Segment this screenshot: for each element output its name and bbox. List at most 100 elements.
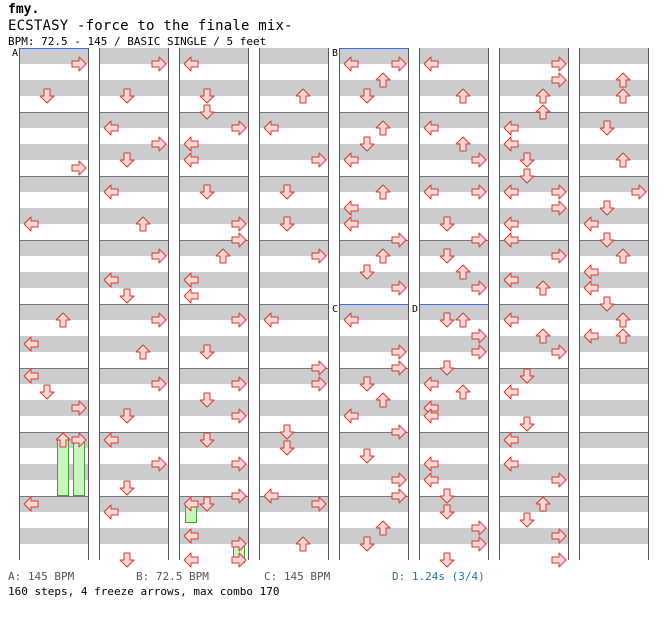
- left-arrow-icon: [503, 120, 519, 136]
- beat-band: [340, 48, 408, 64]
- beat-band: [260, 432, 328, 448]
- beat-band: [340, 400, 408, 416]
- bpm-legend: A: 145 BPM B: 72.5 BPM C: 145 BPM D: 1.2…: [8, 570, 668, 584]
- left-arrow-icon: [183, 136, 199, 152]
- beat-band: [20, 80, 88, 96]
- beat-band: [260, 208, 328, 224]
- right-arrow-icon: [551, 56, 567, 72]
- chart-column: [500, 48, 569, 560]
- down-arrow-icon: [519, 168, 535, 184]
- chart-column: [180, 48, 249, 560]
- measure-line: [100, 112, 168, 113]
- left-arrow-icon: [423, 120, 439, 136]
- song-meta: BPM: 72.5 - 145 / BASIC SINGLE / 5 feet: [8, 35, 267, 48]
- measure-line: [20, 176, 88, 177]
- right-arrow-icon: [311, 248, 327, 264]
- right-arrow-icon: [151, 56, 167, 72]
- measure-line: [180, 240, 248, 241]
- left-arrow-icon: [343, 56, 359, 72]
- beat-band: [100, 336, 168, 352]
- up-arrow-icon: [215, 248, 231, 264]
- left-arrow-icon: [503, 136, 519, 152]
- right-arrow-icon: [71, 400, 87, 416]
- down-arrow-icon: [439, 312, 455, 328]
- left-arrow-icon: [423, 472, 439, 488]
- measure-line: [500, 240, 568, 241]
- measure-line: [500, 112, 568, 113]
- measure-line: [260, 496, 328, 497]
- measure-line: [580, 112, 648, 113]
- right-arrow-icon: [151, 136, 167, 152]
- up-arrow-icon: [295, 536, 311, 552]
- left-arrow-icon: [583, 328, 599, 344]
- up-arrow-icon: [375, 392, 391, 408]
- beat-band: [340, 80, 408, 96]
- beat-band: [580, 368, 648, 384]
- left-arrow-icon: [103, 432, 119, 448]
- beat-band: [100, 208, 168, 224]
- down-arrow-icon: [199, 104, 215, 120]
- measure-line: [340, 112, 408, 113]
- column-border: [19, 48, 20, 560]
- column-border: [259, 48, 260, 560]
- up-arrow-icon: [135, 344, 151, 360]
- measure-line: [260, 240, 328, 241]
- down-arrow-icon: [199, 344, 215, 360]
- column-border: [499, 48, 500, 560]
- down-arrow-icon: [439, 216, 455, 232]
- beat-band: [420, 112, 488, 128]
- down-arrow-icon: [119, 408, 135, 424]
- down-arrow-icon: [359, 136, 375, 152]
- section-line-b: [340, 48, 408, 49]
- beat-band: [260, 144, 328, 160]
- up-arrow-icon: [615, 248, 631, 264]
- right-arrow-icon: [71, 160, 87, 176]
- down-arrow-icon: [359, 536, 375, 552]
- down-arrow-icon: [279, 424, 295, 440]
- beat-band: [20, 144, 88, 160]
- beat-band: [180, 528, 248, 544]
- left-arrow-icon: [23, 368, 39, 384]
- down-arrow-icon: [279, 184, 295, 200]
- beat-band: [20, 464, 88, 480]
- section-label-d: D: [411, 304, 420, 315]
- section-line-d: [420, 304, 488, 305]
- measure-line: [260, 368, 328, 369]
- right-arrow-icon: [231, 552, 247, 568]
- measure-line: [580, 432, 648, 433]
- right-arrow-icon: [71, 432, 87, 448]
- up-arrow-icon: [535, 104, 551, 120]
- beat-band: [260, 240, 328, 256]
- left-arrow-icon: [343, 200, 359, 216]
- bpm-section-c: C: 145 BPM: [264, 570, 331, 583]
- right-arrow-icon: [551, 248, 567, 264]
- down-arrow-icon: [519, 152, 535, 168]
- right-arrow-icon: [391, 232, 407, 248]
- left-arrow-icon: [183, 56, 199, 72]
- site-logo: fmy.: [8, 2, 40, 17]
- left-arrow-icon: [23, 496, 39, 512]
- beat-band: [340, 304, 408, 320]
- measure-line: [580, 496, 648, 497]
- down-arrow-icon: [439, 552, 455, 568]
- beat-band: [580, 208, 648, 224]
- up-arrow-icon: [455, 88, 471, 104]
- beat-band: [260, 112, 328, 128]
- beat-band: [340, 368, 408, 384]
- left-arrow-icon: [263, 312, 279, 328]
- column-border: [99, 48, 100, 560]
- beat-band: [500, 208, 568, 224]
- left-arrow-icon: [343, 312, 359, 328]
- beat-band: [500, 496, 568, 512]
- left-arrow-icon: [503, 312, 519, 328]
- right-arrow-icon: [151, 456, 167, 472]
- beat-band: [500, 144, 568, 160]
- song-title: ECSTASY -force to the finale mix-: [8, 18, 293, 34]
- beat-band: [420, 464, 488, 480]
- right-arrow-icon: [311, 376, 327, 392]
- right-arrow-icon: [231, 232, 247, 248]
- left-arrow-icon: [423, 456, 439, 472]
- left-arrow-icon: [183, 152, 199, 168]
- beat-band: [340, 336, 408, 352]
- up-arrow-icon: [55, 312, 71, 328]
